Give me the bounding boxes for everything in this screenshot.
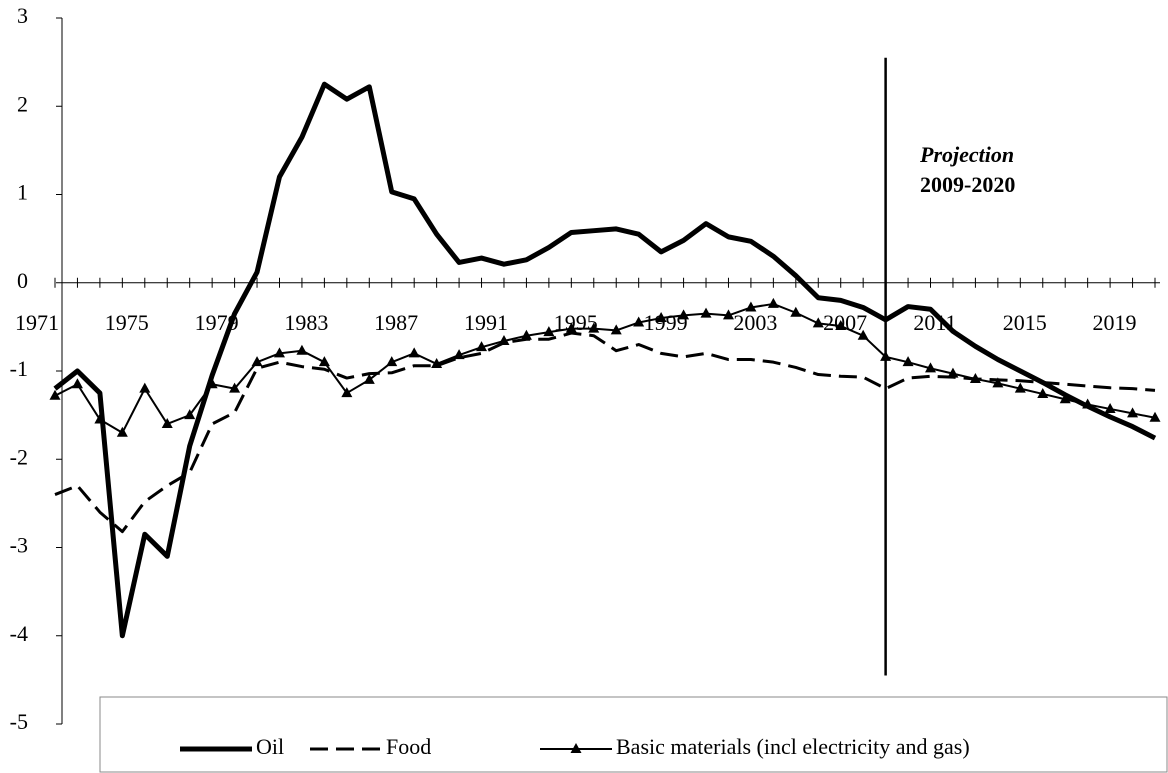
marker [116, 426, 128, 437]
marker [1127, 407, 1139, 418]
marker [1082, 398, 1094, 409]
marker [790, 306, 802, 317]
marker [588, 322, 600, 333]
x-tick-label: 2007 [823, 310, 867, 335]
legend-marker [570, 743, 582, 753]
y-tick-label: 0 [17, 268, 28, 293]
legend-label: Oil [256, 734, 284, 759]
x-tick-label: 1975 [105, 310, 149, 335]
x-tick-label: 1999 [644, 310, 688, 335]
x-tick-label: 1971 [15, 310, 59, 335]
marker [251, 356, 263, 367]
marker [655, 312, 667, 323]
series-line [54, 331, 1156, 534]
y-tick-label: 3 [17, 3, 28, 28]
marker [1149, 411, 1161, 422]
marker [206, 378, 218, 389]
marker [49, 389, 61, 400]
marker [363, 373, 375, 384]
marker [565, 322, 577, 333]
marker [969, 372, 981, 383]
marker [722, 309, 734, 320]
marker [902, 356, 914, 367]
legend-label: Basic materials (incl electricity and ga… [616, 734, 970, 759]
marker [386, 356, 398, 367]
marker [161, 417, 173, 428]
marker [947, 367, 959, 378]
marker [1104, 402, 1116, 413]
marker [543, 326, 555, 337]
marker [229, 382, 241, 393]
marker [610, 324, 622, 335]
marker [408, 347, 420, 358]
legend-box [99, 696, 1168, 773]
marker [498, 334, 510, 345]
marker [296, 344, 308, 355]
y-tick-label: 1 [17, 180, 28, 205]
y-tick-label: 2 [17, 91, 28, 116]
x-tick-label: 1983 [284, 310, 328, 335]
series-line [54, 302, 1156, 434]
x-tick-label: 1987 [374, 310, 418, 335]
y-tick-label: -3 [10, 533, 28, 558]
annotation: Projection [919, 142, 1014, 167]
marker [184, 409, 196, 420]
y-tick-label: -4 [10, 621, 28, 646]
marker [94, 413, 106, 424]
marker [857, 329, 869, 340]
marker [992, 377, 1004, 388]
marker [880, 350, 892, 361]
legend-label: Food [386, 734, 431, 759]
marker [835, 319, 847, 330]
marker [1014, 382, 1026, 393]
x-tick-label: 2015 [1003, 310, 1047, 335]
marker [700, 307, 712, 318]
marker [139, 382, 151, 393]
marker [767, 297, 779, 308]
marker [678, 309, 690, 320]
marker [812, 317, 824, 328]
y-tick-label: -2 [10, 444, 28, 469]
marker [341, 387, 353, 398]
marker [318, 356, 330, 367]
marker [633, 316, 645, 327]
series-line [53, 81, 1157, 639]
x-tick-label: 1991 [464, 310, 508, 335]
marker [925, 362, 937, 373]
marker [520, 329, 532, 340]
marker [745, 301, 757, 312]
marker [71, 378, 83, 389]
marker [273, 347, 285, 358]
marker [431, 357, 443, 368]
marker [1037, 387, 1049, 398]
marker [1059, 393, 1071, 404]
y-tick-label: -1 [10, 356, 28, 381]
marker [476, 341, 488, 352]
marker [453, 349, 465, 360]
x-tick-label: 2003 [733, 310, 777, 335]
x-tick-label: 2019 [1093, 310, 1137, 335]
annotation: 2009-2020 [920, 172, 1015, 197]
y-tick-label: -5 [10, 709, 28, 734]
